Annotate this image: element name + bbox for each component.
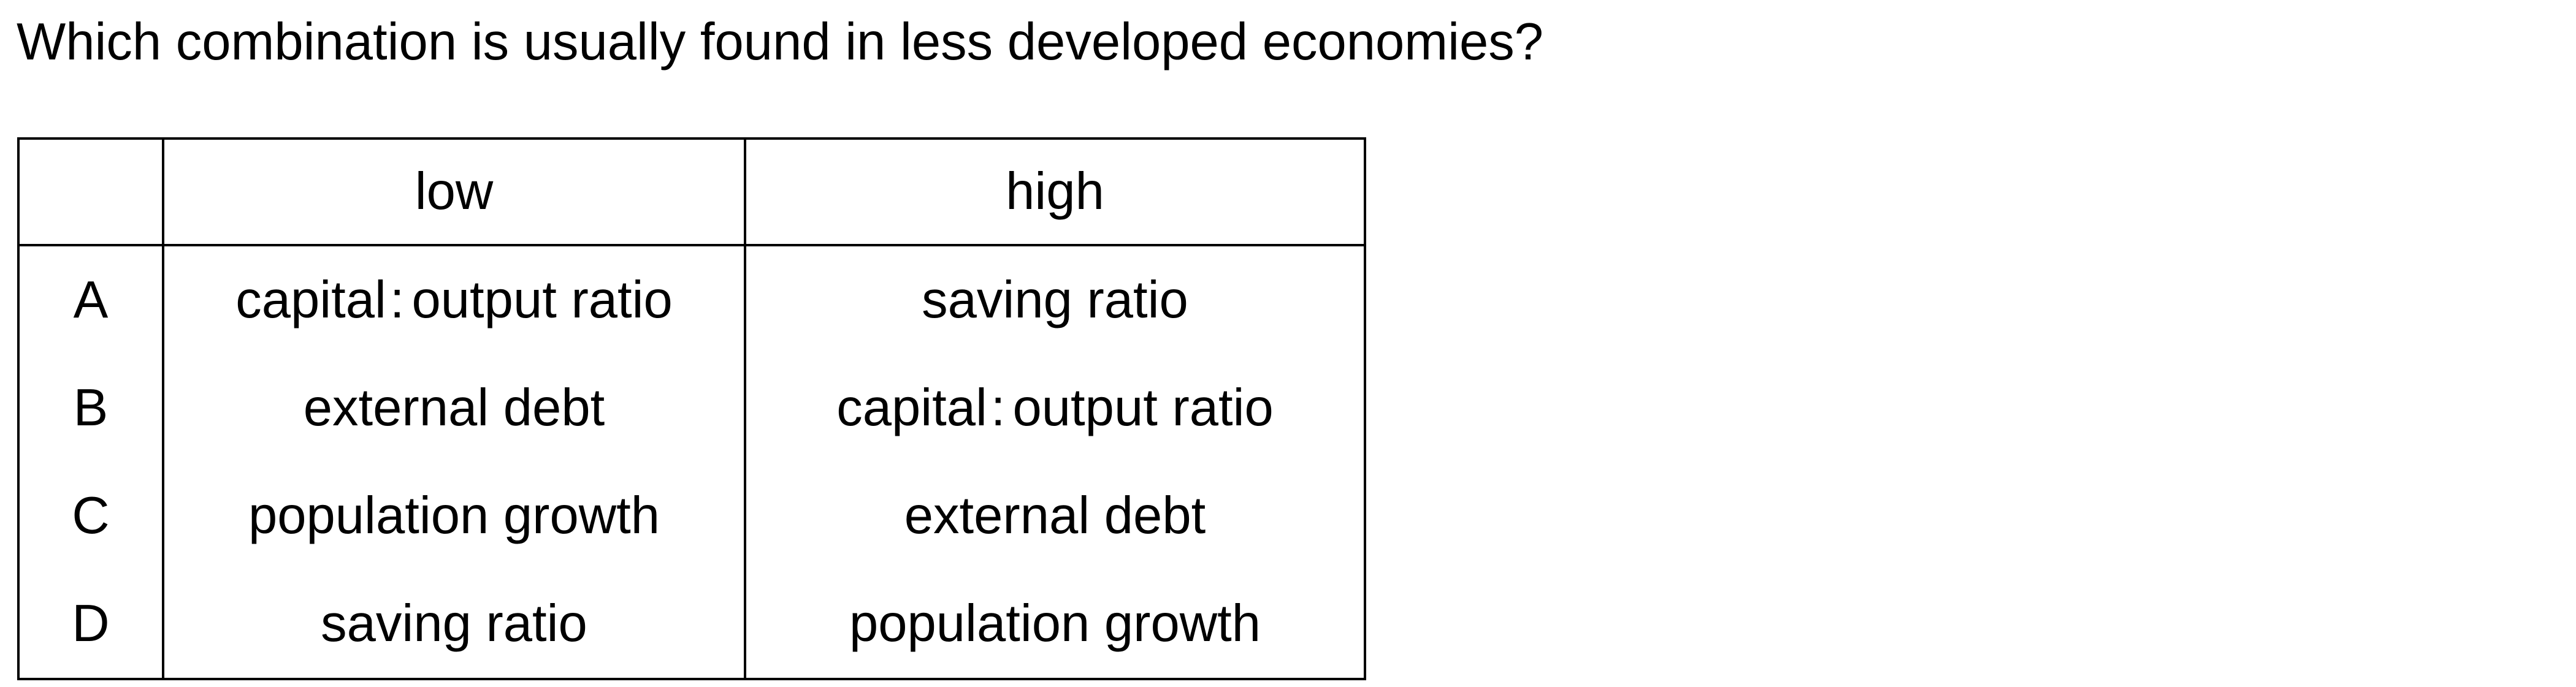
option-high-cell: population growth xyxy=(744,570,1366,680)
option-high-text: capital xyxy=(836,379,987,437)
header-low: low xyxy=(162,137,746,246)
option-low-text: population growth xyxy=(248,487,660,545)
option-key: B xyxy=(17,354,164,462)
option-low-cell: saving ratio xyxy=(162,570,746,680)
option-high-text: saving ratio xyxy=(922,271,1188,329)
table-header-row: low high xyxy=(17,137,1366,246)
option-row-a: A capital: output ratio saving ratio xyxy=(17,244,1366,354)
option-high-text: population growth xyxy=(849,594,1261,653)
options-table: low high A capital: output ratio saving r… xyxy=(17,137,1366,680)
option-low-text: external debt xyxy=(303,379,605,437)
option-low-text: capital xyxy=(235,271,386,329)
option-low-text: saving ratio xyxy=(321,594,587,653)
option-row-b: B external debt capital: output ratio xyxy=(17,354,1366,462)
header-high: high xyxy=(744,137,1366,246)
option-high-cell: external debt xyxy=(744,462,1366,570)
header-empty-cell xyxy=(17,137,164,246)
option-key: D xyxy=(17,570,164,680)
option-row-c: C population growth external debt xyxy=(17,462,1366,570)
option-key: C xyxy=(17,462,164,570)
ratio-colon: : xyxy=(389,271,405,329)
option-high-text: external debt xyxy=(904,487,1206,545)
option-key: A xyxy=(17,244,164,354)
option-high-text-2: output ratio xyxy=(1012,379,1274,437)
option-high-cell: saving ratio xyxy=(744,244,1366,354)
option-high-cell: capital: output ratio xyxy=(744,354,1366,462)
option-row-d: D saving ratio population growth xyxy=(17,570,1366,680)
option-low-cell: capital: output ratio xyxy=(162,244,746,354)
question-text: Which combination is usually found in le… xyxy=(17,13,1544,71)
ratio-colon: : xyxy=(990,379,1006,437)
option-low-text-2: output ratio xyxy=(411,271,673,329)
option-low-cell: population growth xyxy=(162,462,746,570)
option-low-cell: external debt xyxy=(162,354,746,462)
